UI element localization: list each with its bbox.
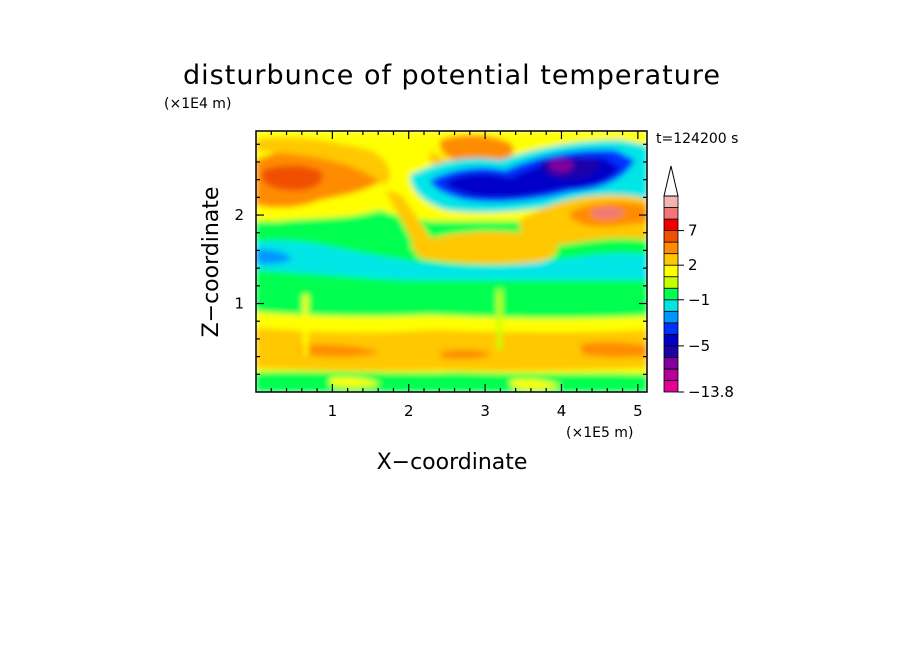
x-axis-ticks: 1 2 3 4 5 (270, 131, 643, 420)
x-tick-label: 4 (557, 402, 567, 420)
x-axis-label: X−coordinate (377, 450, 528, 475)
field-lower-orange-2 (580, 342, 647, 358)
colorbar-segment (663, 276, 679, 289)
field-lower-orange (300, 344, 380, 357)
colorbar-tick-label: −1 (688, 291, 710, 309)
colorbar-segment (663, 195, 679, 208)
field-upper-middle-orange (440, 135, 514, 166)
colorbar-segment (663, 287, 679, 301)
x-tick-label: 3 (480, 402, 490, 420)
colorbar-segment (663, 322, 679, 335)
field-lower-orange-3 (440, 349, 492, 360)
field-upper-left-gold (256, 138, 390, 185)
y-axis-ticks: 12 (234, 143, 647, 375)
colorbar-segment (663, 230, 679, 243)
colorbar-segment (663, 380, 679, 393)
field-vertical-streak-1 (303, 295, 308, 355)
field-bottom-yellow-spots (330, 377, 560, 390)
x-tick-label: 1 (328, 402, 338, 420)
colorbar-tick-label: −13.8 (688, 383, 734, 401)
x-tick-label: 2 (404, 402, 414, 420)
colorbar-segment (663, 218, 679, 231)
y-axis-label: Z−coordinate (199, 187, 224, 338)
colorbar-tick-label: −5 (688, 337, 710, 355)
colorbar-segment (663, 253, 679, 266)
colorbar-tick-label: 7 (688, 222, 698, 240)
field-left-blue (256, 249, 292, 265)
x-tick-label: 5 (633, 402, 643, 420)
field-central-gold (410, 231, 557, 265)
colorbar-segment (663, 310, 679, 324)
colorbar-segment (663, 241, 679, 255)
colorbar-segment (663, 345, 679, 358)
plot-area (256, 131, 647, 392)
x-unit-label: (×1E5 m) (566, 425, 633, 441)
field-bottom-green (256, 371, 647, 392)
field-upper-left-red (262, 165, 323, 191)
plot-frame (255, 130, 648, 393)
field-cyan-band (256, 240, 647, 284)
y-tick-label: 2 (234, 206, 244, 224)
chart-title: disturbunce of potential temperature (183, 60, 721, 91)
field-lower-gold (256, 328, 647, 371)
field-diagonal-streak (385, 190, 440, 256)
colorbar-segment (663, 207, 679, 220)
colorbar-segment (663, 357, 679, 370)
y-unit-label: (×1E4 m) (164, 96, 231, 112)
field-vertical-streak-2 (497, 290, 502, 350)
colorbar-segment (663, 299, 679, 312)
field-cold-purple (549, 159, 574, 173)
y-tick-label: 1 (234, 295, 244, 313)
colorbar-segment (663, 333, 679, 347)
colorbar-segment (663, 368, 679, 381)
colorbar-extend-arrow (663, 165, 679, 197)
field-green-band (256, 280, 647, 315)
colorbar: 7 2 −1 −5 −13.8 (663, 165, 734, 401)
field-upper-right-red (591, 207, 625, 219)
time-label: t=124200 s (656, 131, 738, 147)
colorbar-tick-label: 2 (688, 256, 698, 274)
colorbar-segment (663, 264, 679, 278)
